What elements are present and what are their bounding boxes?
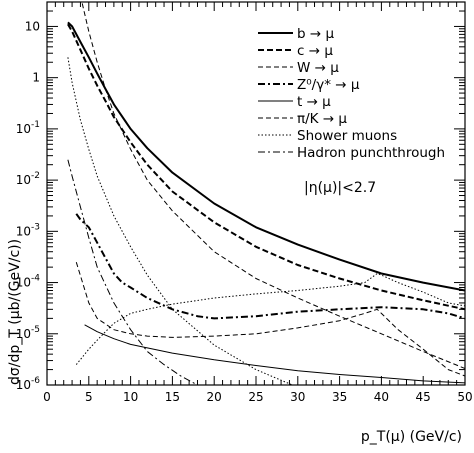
x-tick-label: 10 xyxy=(123,390,138,404)
y-tick-base: 10 xyxy=(16,224,31,238)
y-tick-exponent: -4 xyxy=(31,274,40,284)
y-tick-label: 10-3 xyxy=(16,222,40,238)
series-line-6 xyxy=(67,57,294,385)
y-tick-base: 10 xyxy=(16,276,31,290)
series-line-7 xyxy=(67,159,198,385)
y-tick-exponent: -3 xyxy=(31,222,40,232)
y-tick-exponent: -1 xyxy=(31,120,40,130)
legend-label: b → μ xyxy=(297,26,334,42)
x-tick-label: 20 xyxy=(207,390,222,404)
legend-label: Shower muons xyxy=(297,128,397,144)
legend-label: Z⁰/γ* → μ xyxy=(297,77,360,93)
series-line-0 xyxy=(67,21,465,292)
series-layer xyxy=(67,2,465,385)
y-tick-exponent: -2 xyxy=(31,171,40,181)
series-line-4 xyxy=(84,324,465,384)
y-tick-base: 10 xyxy=(16,378,31,392)
series-line-3 xyxy=(75,213,465,320)
series-line-8 xyxy=(75,273,465,365)
legend-label: π/K → μ xyxy=(297,111,347,127)
eta-cut-annotation: |η(μ)|<2.7 xyxy=(304,180,376,196)
y-tick-exponent: -5 xyxy=(31,325,40,335)
y-axis-title: dσ/dp_T (μb/(GeV/c)) xyxy=(7,239,23,385)
x-tick-label: 30 xyxy=(290,390,305,404)
y-tick-label: 1 xyxy=(32,71,40,85)
y-tick-base: 10 xyxy=(16,173,31,187)
legend: b → μc → μW → μZ⁰/γ* → μt → μπ/K → μShow… xyxy=(258,26,445,161)
series-line-5 xyxy=(81,2,465,369)
x-tick-label: 35 xyxy=(332,390,347,404)
x-tick-label: 25 xyxy=(248,390,263,404)
y-tick-base: 10 xyxy=(25,19,40,33)
y-tick-label: 10 xyxy=(25,19,40,33)
x-tick-label: 5 xyxy=(85,390,93,404)
legend-label: Hadron punchthrough xyxy=(297,145,445,161)
x-tick-label: 40 xyxy=(374,390,389,404)
x-axis-title: p_T(μ) (GeV/c) xyxy=(361,429,462,445)
x-tick-label: 45 xyxy=(416,390,431,404)
y-tick-label: 10-5 xyxy=(16,325,40,341)
y-tick-label: 10-6 xyxy=(16,376,41,392)
y-tick-label: 10-2 xyxy=(16,171,40,187)
y-tick-label: 10-1 xyxy=(16,120,40,136)
x-tick-label: 50 xyxy=(457,390,472,404)
y-tick-base: 10 xyxy=(16,122,31,136)
legend-label: W → μ xyxy=(297,60,339,76)
series-line-2 xyxy=(75,262,465,377)
legend-label: t → μ xyxy=(297,94,331,110)
y-tick-label: 10-4 xyxy=(16,274,41,290)
legend-label: c → μ xyxy=(297,43,333,59)
y-tick-base: 10 xyxy=(16,327,31,341)
y-tick-base: 1 xyxy=(32,71,40,85)
y-tick-exponent: -6 xyxy=(31,376,40,386)
x-tick-label: 15 xyxy=(165,390,180,404)
x-tick-label: 0 xyxy=(43,390,51,404)
axis-ticks: 0 5 10 15 20 25 30 35 40 45 5010110-110-210-310-41… xyxy=(16,1,473,404)
